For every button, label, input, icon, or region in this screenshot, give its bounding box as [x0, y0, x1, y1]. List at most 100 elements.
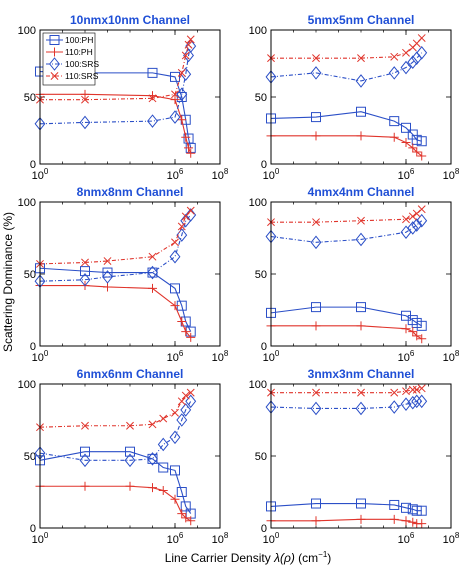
data-point [181, 51, 190, 60]
legend-label: 110:SRS [65, 71, 99, 81]
data-point [311, 321, 321, 331]
data-point [148, 94, 157, 103]
data-point [147, 114, 158, 128]
y-tick-label: 100 [249, 197, 267, 209]
series-line [39, 70, 192, 149]
data-point [400, 60, 412, 75]
series-line [39, 267, 192, 332]
y-tick-label: 50 [24, 451, 36, 463]
data-point [180, 403, 192, 417]
x-tick-label: 100 [32, 349, 49, 364]
data-point [310, 235, 322, 250]
data-point [407, 129, 418, 140]
data-point [417, 34, 426, 42]
data-point [411, 394, 423, 409]
data-point [148, 283, 157, 293]
data-point [311, 516, 321, 526]
data-point [389, 514, 399, 524]
data-point [356, 514, 366, 524]
data-point [177, 397, 186, 406]
data-point [170, 465, 180, 476]
data-point [390, 388, 399, 397]
data-point [416, 320, 427, 331]
x-tick-label: 108 [212, 349, 229, 364]
x-tick-label: 108 [443, 531, 460, 546]
series-line [40, 485, 192, 522]
series-line [39, 392, 192, 428]
data-point [148, 420, 157, 429]
x-tick-label: 106 [398, 349, 415, 364]
x-tick-label: 100 [263, 167, 280, 182]
legend-box [42, 32, 96, 86]
data-point [80, 446, 90, 457]
data-point [157, 437, 169, 452]
chart-panel: 8nmx8nm Channel 100 106 108 0 50 100 [18, 185, 229, 364]
series-line [270, 502, 422, 512]
series-line [39, 451, 192, 514]
x-tick-label: 106 [167, 167, 184, 182]
data-point [416, 213, 428, 228]
data-point [81, 95, 89, 104]
data-point [400, 397, 412, 411]
y-tick-label: 50 [24, 269, 36, 281]
data-point [356, 131, 366, 141]
chart-title: 4nmx4nm Channel [308, 185, 415, 199]
series-line [270, 306, 423, 327]
x-tick-label: 108 [212, 167, 229, 182]
data-point [80, 481, 90, 491]
data-point [158, 486, 168, 496]
plot-frame [270, 383, 452, 529]
data-point [125, 481, 135, 491]
data-point [408, 385, 417, 394]
data-point [171, 90, 179, 99]
data-point [401, 516, 411, 526]
y-axis-label: Scattering Dominance (%) [1, 212, 15, 352]
data-point [170, 283, 180, 294]
data-point [312, 218, 320, 227]
data-point [176, 228, 188, 242]
y-tick-label: 50 [255, 92, 267, 104]
data-point [311, 498, 321, 509]
data-point [186, 35, 195, 44]
series-line [271, 325, 423, 340]
data-point [388, 400, 400, 414]
chart-title: 10nmx10nm Channel [70, 13, 190, 27]
data-point [411, 51, 423, 65]
data-point [102, 267, 113, 278]
plot-frame [270, 29, 452, 165]
data-point [176, 487, 187, 497]
y-tick-label: 50 [255, 269, 267, 281]
data-point [390, 52, 399, 61]
legend-label: 100:PH [65, 35, 93, 45]
data-point [126, 421, 134, 430]
data-point [407, 221, 419, 235]
x-tick-label: 100 [32, 167, 49, 182]
data-point [181, 132, 191, 142]
series-line [39, 45, 192, 125]
series-line [39, 210, 192, 265]
data-point [417, 519, 427, 529]
data-point [79, 115, 91, 130]
data-point [125, 446, 135, 457]
y-tick-label: 0 [261, 523, 267, 535]
legend-marker [50, 47, 59, 57]
data-point [402, 48, 410, 57]
data-point [416, 45, 428, 60]
chart-panel: 5nmx5nm Channel 100 106 108 0 50 100 [249, 13, 460, 182]
data-point [417, 384, 426, 393]
data-point [389, 116, 400, 127]
data-point [357, 54, 365, 63]
series-line [40, 93, 192, 154]
data-point [416, 136, 427, 147]
data-point [81, 258, 89, 267]
chart-title: 5nmx5nm Channel [308, 13, 415, 27]
data-point [102, 270, 113, 284]
y-tick-label: 100 [18, 197, 36, 209]
series-line [270, 52, 423, 82]
y-tick-label: 50 [24, 92, 36, 104]
data-point [80, 266, 90, 277]
data-point [147, 67, 158, 78]
data-point [401, 122, 411, 133]
legend-marker [49, 57, 60, 71]
